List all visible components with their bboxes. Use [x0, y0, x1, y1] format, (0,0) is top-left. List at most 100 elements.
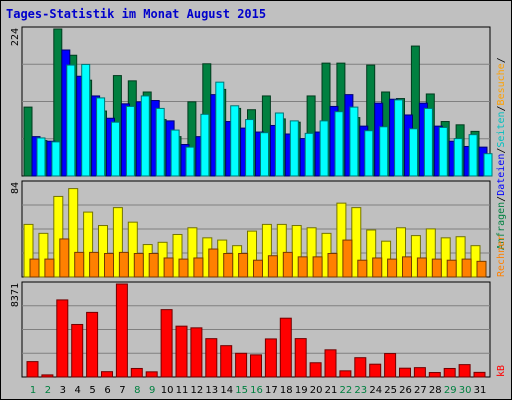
bar-rechner-day-12 [193, 257, 204, 278]
bar-rechner-day-16 [253, 259, 263, 278]
bar-seiten-day-27 [423, 107, 433, 177]
bar-kb-day-27 [413, 367, 426, 378]
bar-kb-day-16 [250, 354, 262, 378]
day-label-9: 9 [149, 385, 155, 396]
day-label-31: 31 [474, 385, 487, 396]
bar-seiten-day-12 [200, 113, 210, 177]
legend-kb: kB [496, 365, 507, 377]
chart-title: Tages-Statistik im Monat August 2015 [6, 7, 267, 21]
bar-besuche-day-1 [23, 223, 34, 278]
bar-rechner-day-8 [133, 253, 144, 278]
bar-kb-day-9 [145, 371, 158, 378]
bar-rechner-day-19 [297, 256, 308, 278]
bar-seiten-day-31 [483, 153, 493, 177]
bar-rechner-day-14 [223, 253, 234, 278]
legend-labels: kB [496, 365, 507, 377]
bar-kb-day-24 [369, 363, 382, 378]
bar-kb-day-28 [428, 372, 441, 378]
day-label-6: 6 [104, 385, 110, 396]
bar-kb-day-4 [71, 323, 84, 378]
bar-seiten-day-16 [260, 132, 269, 177]
bar-rechner-day-23 [357, 259, 368, 278]
day-label-18: 18 [280, 385, 293, 396]
bar-kb-day-21 [324, 349, 337, 378]
bar-kb-day-22 [339, 370, 352, 378]
legend-seiten: Seiten [496, 111, 507, 147]
bar-seiten-day-17 [274, 112, 284, 177]
day-label-7: 7 [119, 385, 125, 396]
day-label-2: 2 [45, 385, 51, 396]
bar-besuche-day-24 [366, 229, 377, 278]
bar-kb-day-31 [473, 371, 486, 378]
day-label-8: 8 [134, 385, 140, 396]
bar-seiten-day-26 [409, 128, 418, 177]
bar-seiten-day-30 [468, 134, 478, 177]
bar-kb-day-1 [26, 361, 39, 378]
bar-rechner-day-22 [342, 239, 353, 278]
bar-rechner-day-18 [282, 251, 293, 278]
bar-kb-day-11 [175, 325, 188, 378]
legend-separator: / [496, 196, 507, 202]
bar-kb-day-5 [86, 311, 99, 378]
bar-besuche-day-4 [68, 188, 79, 278]
bar-besuche-day-18 [276, 223, 287, 278]
bar-rechner-day-26 [402, 256, 412, 278]
bar-rechner-day-27 [416, 257, 427, 278]
bar-seiten-day-2 [51, 141, 61, 177]
bar-rechner-day-5 [89, 251, 100, 278]
bar-kb-day-19 [294, 338, 307, 378]
bar-rechner-day-4 [74, 251, 85, 278]
day-label-28: 28 [429, 385, 442, 396]
bar-rechner-day-20 [312, 256, 323, 278]
bar-rechner-day-7 [118, 251, 129, 278]
day-label-14: 14 [220, 385, 233, 396]
bar-kb-day-26 [399, 367, 411, 378]
legend-separator: / [496, 57, 507, 63]
day-label-17: 17 [265, 385, 278, 396]
bar-rechner-day-29 [446, 259, 457, 278]
bar-besuche-day-12 [187, 227, 198, 278]
bar-kb-day-10 [160, 309, 173, 378]
legend-besuche: Besuche [496, 63, 507, 105]
bar-rechner-day-11 [178, 258, 189, 278]
bar-besuche-day-28 [425, 228, 436, 278]
legend-separator: / [496, 105, 507, 111]
bar-seiten-day-10 [170, 129, 180, 177]
day-label-29: 29 [444, 385, 457, 396]
bar-kb-day-29 [443, 367, 456, 378]
bar-kb-day-30 [458, 364, 471, 378]
bar-seiten-day-29 [453, 138, 463, 177]
bar-kb-day-20 [309, 362, 322, 378]
bar-seiten-day-25 [394, 99, 404, 177]
day-label-13: 13 [205, 385, 218, 396]
bar-rechner-day-28 [431, 258, 442, 278]
bar-rechner-day-21 [327, 253, 338, 278]
bar-seiten-day-18 [289, 120, 299, 177]
bar-rechner-day-13 [208, 248, 219, 278]
day-label-20: 20 [310, 385, 323, 396]
bar-seiten-day-7 [125, 105, 135, 177]
legend-dateien: Dateien [496, 154, 507, 196]
bar-rechner-day-24 [372, 257, 383, 278]
day-label-27: 27 [414, 385, 427, 396]
bar-rechner-day-1 [29, 258, 40, 278]
bar-seiten-day-19 [304, 132, 314, 177]
bar-kb-day-2 [41, 374, 54, 378]
bar-seiten-day-14 [230, 105, 240, 177]
bar-seiten-day-6 [111, 121, 120, 177]
day-label-4: 4 [75, 385, 81, 396]
bar-besuche-day-2 [38, 232, 49, 278]
bar-besuche-day-30 [455, 236, 466, 278]
day-label-16: 16 [250, 385, 263, 396]
day-label-11: 11 [176, 385, 189, 396]
bar-seiten-day-15 [245, 119, 255, 177]
bar-rechner-day-3 [59, 238, 70, 278]
day-label-22: 22 [340, 385, 353, 396]
bar-kb-day-3 [56, 299, 69, 378]
bar-kb-day-6 [101, 371, 113, 378]
bar-kb-day-23 [354, 357, 367, 378]
bar-kb-day-7 [115, 283, 128, 378]
bar-seiten-day-22 [349, 106, 359, 177]
bar-kb-day-17 [264, 338, 277, 378]
bar-besuche-day-3 [53, 195, 64, 278]
